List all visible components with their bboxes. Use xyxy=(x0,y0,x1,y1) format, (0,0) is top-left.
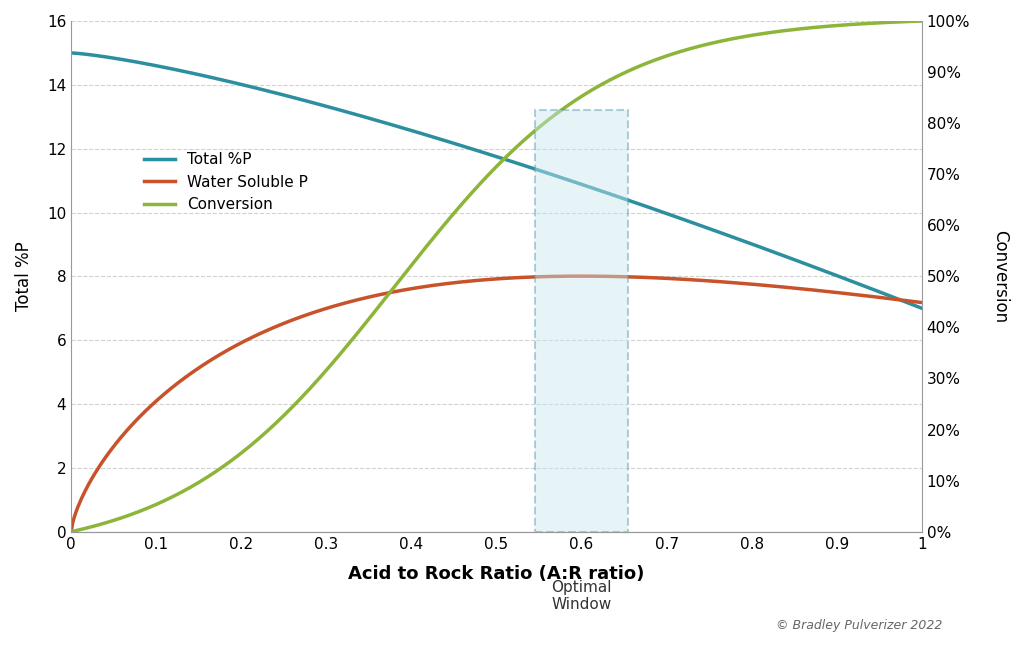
Total %P xyxy=(915,304,928,312)
Water Soluble P xyxy=(574,272,587,280)
Conversion xyxy=(915,17,928,25)
Total %P xyxy=(895,297,907,304)
Bar xyxy=(535,110,629,531)
Water Soluble P xyxy=(915,299,928,306)
Water Soluble P xyxy=(65,528,77,535)
Total %P xyxy=(525,164,538,172)
Y-axis label: Conversion: Conversion xyxy=(991,230,1009,323)
Line: Conversion: Conversion xyxy=(71,21,922,531)
Conversion xyxy=(469,185,481,193)
Water Soluble P xyxy=(525,273,538,281)
X-axis label: Acid to Rock Ratio (A:R ratio): Acid to Rock Ratio (A:R ratio) xyxy=(348,566,645,584)
Total %P xyxy=(65,49,77,57)
Y-axis label: Total %P: Total %P xyxy=(15,241,33,312)
Conversion xyxy=(571,95,584,103)
Water Soluble P xyxy=(897,296,909,304)
Total %P xyxy=(469,146,481,154)
Conversion xyxy=(895,18,907,26)
Total %P xyxy=(474,148,486,155)
Line: Total %P: Total %P xyxy=(71,53,922,308)
Text: © Bradley Pulverizer 2022: © Bradley Pulverizer 2022 xyxy=(776,619,942,632)
Water Soluble P xyxy=(764,282,776,290)
Water Soluble P xyxy=(469,277,481,284)
Water Soluble P xyxy=(474,276,486,284)
Water Soluble P xyxy=(571,272,584,280)
Legend: Total %P, Water Soluble P, Conversion: Total %P, Water Soluble P, Conversion xyxy=(138,146,314,219)
Total %P xyxy=(762,246,774,254)
Line: Water Soluble P: Water Soluble P xyxy=(71,276,922,531)
Total %P xyxy=(571,179,584,187)
Conversion xyxy=(525,130,538,137)
Conversion xyxy=(65,528,77,535)
Text: Optimal
Window: Optimal Window xyxy=(551,580,611,612)
Conversion xyxy=(762,29,774,37)
Conversion xyxy=(474,179,486,187)
